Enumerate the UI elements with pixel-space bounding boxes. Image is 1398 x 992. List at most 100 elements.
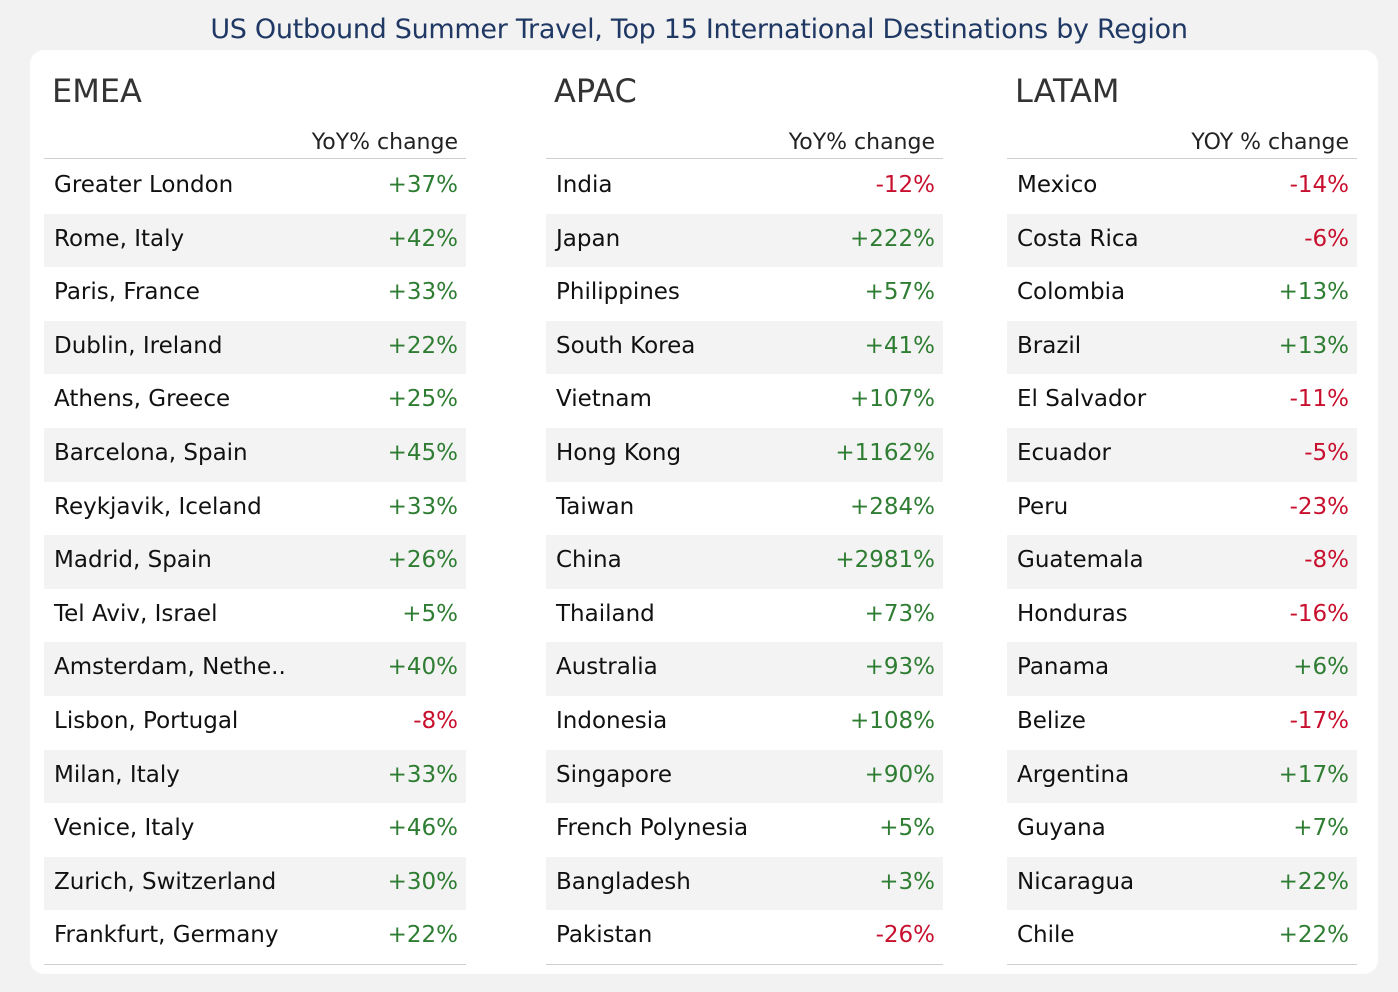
- table-row: Paris, France +33%: [44, 267, 466, 321]
- destination-name: Amsterdam, Nethe..: [54, 654, 286, 681]
- yoy-change-value: -6%: [1304, 225, 1349, 252]
- yoy-change-value: +22%: [1278, 868, 1349, 895]
- table-row: Belize -17%: [1007, 696, 1357, 750]
- table-row: Ecuador -5%: [1007, 427, 1357, 482]
- destination-name: Guatemala: [1017, 547, 1144, 574]
- yoy-change-value: +33%: [387, 493, 458, 520]
- destination-name: Peru: [1017, 493, 1069, 520]
- yoy-change-value: -16%: [1289, 600, 1349, 627]
- destination-name: Lisbon, Portugal: [54, 707, 239, 734]
- table-row: Brazil +13%: [1007, 320, 1357, 375]
- destination-name: Thailand: [556, 600, 655, 627]
- table-row: Milan, Italy +33%: [44, 749, 466, 804]
- yoy-change-value: +107%: [849, 386, 935, 413]
- table-row: Guyana +7%: [1007, 803, 1357, 857]
- yoy-change-value: +22%: [387, 922, 458, 949]
- destination-name: Colombia: [1017, 279, 1126, 306]
- table-bottom-divider: [546, 964, 943, 965]
- destination-name: Venice, Italy: [54, 815, 195, 842]
- table-bottom-divider: [1007, 964, 1357, 965]
- destination-name: Zurich, Switzerland: [54, 868, 277, 895]
- yoy-change-value: +25%: [387, 386, 458, 413]
- yoy-change-value: +1162%: [835, 439, 935, 466]
- destination-name: Reykjavik, Iceland: [54, 493, 262, 520]
- table-row: Greater London +37%: [44, 160, 466, 214]
- destination-name: Dublin, Ireland: [54, 332, 223, 359]
- yoy-change-value: +3%: [879, 868, 935, 895]
- destination-name: Philippines: [556, 279, 680, 306]
- table-row: Tel Aviv, Israel +5%: [44, 589, 466, 643]
- table-row: Madrid, Spain +26%: [44, 535, 466, 589]
- table-row: Chile +22%: [1007, 910, 1357, 964]
- destination-name: Guyana: [1017, 815, 1106, 842]
- yoy-change-value: +222%: [849, 225, 935, 252]
- table-row: Guatemala -8%: [1007, 535, 1357, 589]
- table-row: Amsterdam, Nethe.. +40%: [44, 642, 466, 696]
- destination-name: Athens, Greece: [54, 386, 231, 413]
- table-row: Argentina +17%: [1007, 749, 1357, 804]
- column-header-yoy-change: YoY% change: [788, 130, 935, 155]
- yoy-change-value: +284%: [849, 493, 935, 520]
- yoy-change-value: +17%: [1278, 761, 1349, 788]
- yoy-change-value: -17%: [1289, 707, 1349, 734]
- destination-name: Ecuador: [1017, 439, 1111, 466]
- table-body: Mexico -14% Costa Rica -6% Colombia +13% Brazi…: [1007, 160, 1357, 964]
- chart-title: US Outbound Summer Travel, Top 15 Intern…: [210, 14, 1188, 45]
- region-table-emea: EMEA YoY% change Greater London +37% Rome, I…: [44, 50, 466, 974]
- yoy-change-value: +33%: [387, 761, 458, 788]
- table-row: Zurich, Switzerland +30%: [44, 856, 466, 911]
- yoy-change-value: +57%: [864, 279, 935, 306]
- table-row: Taiwan +284%: [546, 482, 943, 536]
- table-row: Lisbon, Portugal -8%: [44, 696, 466, 750]
- destination-name: China: [556, 547, 622, 574]
- table-row: Rome, Italy +42%: [44, 213, 466, 268]
- destination-name: Japan: [556, 225, 621, 252]
- yoy-change-value: -23%: [1289, 493, 1349, 520]
- destination-name: Mexico: [1017, 172, 1098, 198]
- yoy-change-value: +13%: [1278, 332, 1349, 359]
- destination-name: Brazil: [1017, 332, 1082, 359]
- table-row: Dublin, Ireland +22%: [44, 320, 466, 375]
- table-row: Costa Rica -6%: [1007, 213, 1357, 268]
- yoy-change-value: +6%: [1293, 654, 1349, 681]
- column-header-yoy-change: YOY % change: [1191, 130, 1349, 155]
- destination-name: El Salvador: [1017, 386, 1147, 413]
- destination-name: Nicaragua: [1017, 868, 1135, 895]
- destination-name: Pakistan: [556, 922, 653, 949]
- yoy-change-value: +46%: [387, 815, 458, 842]
- table-row: El Salvador -11%: [1007, 374, 1357, 428]
- yoy-change-value: +37%: [387, 172, 458, 198]
- destination-name: Vietnam: [556, 386, 652, 413]
- yoy-change-value: +41%: [864, 332, 935, 359]
- yoy-change-value: -12%: [875, 172, 935, 198]
- yoy-change-value: +90%: [864, 761, 935, 788]
- table-row: Pakistan -26%: [546, 910, 943, 964]
- yoy-change-value: +45%: [387, 439, 458, 466]
- table-row: Frankfurt, Germany +22%: [44, 910, 466, 964]
- destination-name: Barcelona, Spain: [54, 439, 248, 466]
- yoy-change-value: +73%: [864, 600, 935, 627]
- yoy-change-value: +93%: [864, 654, 935, 681]
- table-row: Hong Kong +1162%: [546, 427, 943, 482]
- destination-name: Belize: [1017, 707, 1086, 734]
- yoy-change-value: -26%: [875, 922, 935, 949]
- table-row: Nicaragua +22%: [1007, 856, 1357, 911]
- destination-name: Honduras: [1017, 600, 1128, 627]
- yoy-change-value: +108%: [849, 707, 935, 734]
- table-row: India -12%: [546, 160, 943, 214]
- yoy-change-value: +2981%: [835, 547, 935, 574]
- yoy-change-value: +7%: [1293, 815, 1349, 842]
- header-divider: [546, 158, 943, 159]
- table-row: Peru -23%: [1007, 482, 1357, 536]
- yoy-change-value: -14%: [1289, 172, 1349, 198]
- table-row: Honduras -16%: [1007, 589, 1357, 643]
- destination-name: India: [556, 172, 613, 198]
- table-row: Athens, Greece +25%: [44, 374, 466, 428]
- yoy-change-value: +22%: [1278, 922, 1349, 949]
- yoy-change-value: +30%: [387, 868, 458, 895]
- yoy-change-value: +22%: [387, 332, 458, 359]
- region-table-apac: APAC YoY% change India -12% Japan +222% Philip…: [546, 50, 943, 974]
- destination-name: Tel Aviv, Israel: [54, 600, 218, 627]
- yoy-change-value: +40%: [387, 654, 458, 681]
- yoy-change-value: -5%: [1304, 439, 1349, 466]
